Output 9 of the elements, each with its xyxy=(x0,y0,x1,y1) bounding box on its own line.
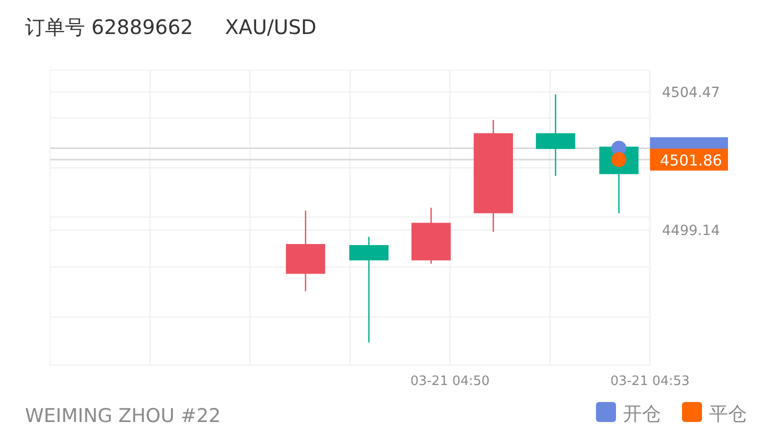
chart-title: 订单号 62889662 XAU/USD xyxy=(25,15,316,39)
x-tick-label: 03-21 04:50 xyxy=(410,374,490,389)
legend-label: 平仓 xyxy=(709,403,747,425)
y-tick-label: 4499.14 xyxy=(662,223,720,240)
text: WEIMING ZHOU #22 xyxy=(25,405,221,427)
x-tick-label: 03-21 04:53 xyxy=(610,374,690,389)
y-tick-label: 4504.47 xyxy=(662,85,720,102)
ref-line-label: 4501.86 xyxy=(660,152,722,170)
legend-label: 开仓 xyxy=(623,403,661,425)
